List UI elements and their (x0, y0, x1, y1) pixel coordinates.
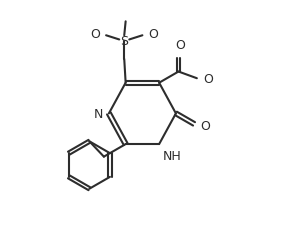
Text: S: S (120, 35, 128, 48)
Text: O: O (149, 28, 158, 41)
Text: O: O (200, 119, 210, 132)
Text: O: O (203, 72, 213, 85)
Text: O: O (90, 28, 100, 41)
Text: O: O (175, 39, 185, 52)
Text: N: N (93, 107, 103, 120)
Text: NH: NH (162, 149, 181, 162)
